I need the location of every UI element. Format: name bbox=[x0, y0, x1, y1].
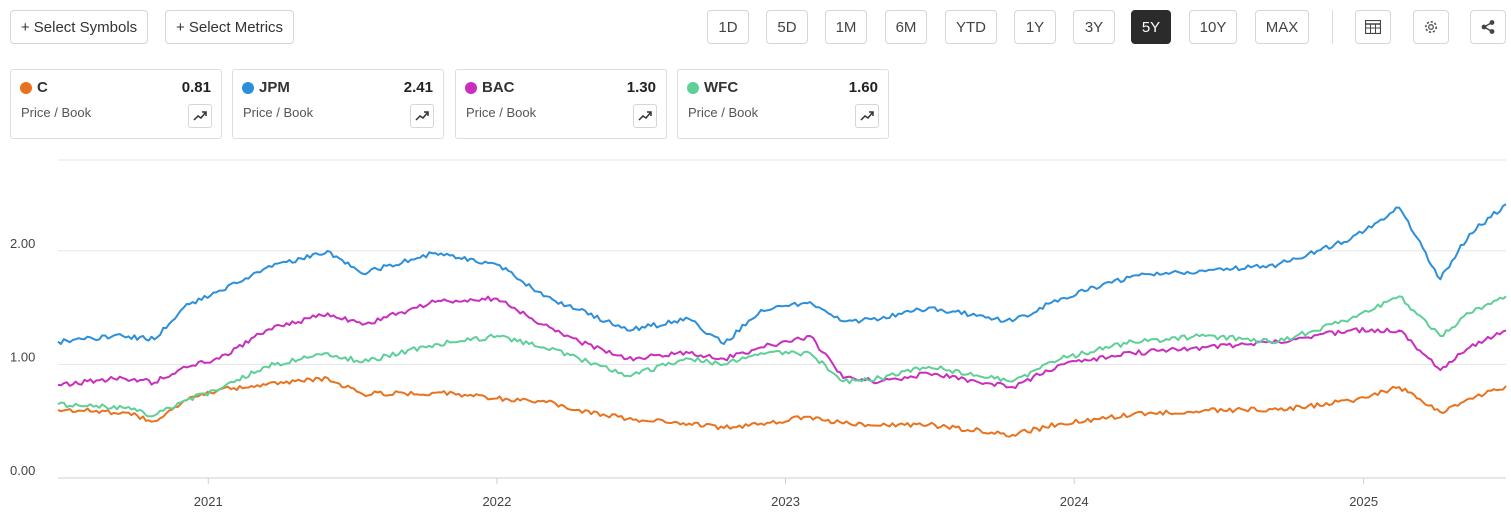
x-tick-label: 2024 bbox=[1060, 494, 1089, 509]
legend-dot-bac bbox=[465, 82, 477, 94]
x-tick-label: 2023 bbox=[771, 494, 800, 509]
price-to-book-chart[interactable]: 0.00 1.00 2.00 2021 2022 2023 2024 2025 bbox=[0, 150, 1511, 512]
symbol-card-c[interactable]: C 0.81 Price / Book bbox=[10, 69, 222, 139]
legend-dot-c bbox=[20, 82, 32, 94]
settings-button[interactable] bbox=[1413, 10, 1449, 44]
toolbar-divider bbox=[1332, 10, 1333, 44]
card-symbol: JPM bbox=[259, 79, 290, 96]
y-tick-label: 0.00 bbox=[10, 463, 35, 478]
gear-icon bbox=[1425, 21, 1437, 33]
card-value: 1.60 bbox=[848, 79, 878, 96]
y-axis: 0.00 1.00 2.00 bbox=[10, 236, 35, 478]
x-tick-label: 2025 bbox=[1349, 494, 1378, 509]
select-metrics-button[interactable]: + Select Metrics bbox=[165, 10, 294, 44]
card-metric: Price / Book bbox=[243, 105, 314, 120]
x-tick-label: 2021 bbox=[194, 494, 223, 509]
legend-dot-jpm bbox=[242, 82, 254, 94]
trend-up-icon bbox=[638, 111, 652, 121]
card-value: 0.81 bbox=[181, 79, 211, 96]
card-symbol: BAC bbox=[482, 79, 515, 96]
range-button-1y[interactable]: 1Y bbox=[1014, 10, 1056, 44]
range-button-3y[interactable]: 3Y bbox=[1073, 10, 1115, 44]
chart-series[interactable] bbox=[57, 203, 1507, 438]
table-icon bbox=[1365, 20, 1381, 34]
share-button[interactable] bbox=[1470, 10, 1506, 44]
share-icon bbox=[1481, 20, 1495, 34]
trend-chart-button[interactable] bbox=[188, 104, 212, 128]
x-axis: 2021 2022 2023 2024 2025 bbox=[194, 478, 1378, 509]
card-symbol: C bbox=[37, 79, 48, 96]
range-button-10y[interactable]: 10Y bbox=[1189, 10, 1237, 44]
range-button-1d[interactable]: 1D bbox=[707, 10, 749, 44]
card-symbol: WFC bbox=[704, 79, 739, 96]
series-line-jpm[interactable] bbox=[57, 203, 1507, 345]
range-button-1m[interactable]: 1M bbox=[825, 10, 867, 44]
chart-grid bbox=[58, 159, 1506, 479]
symbol-card-wfc[interactable]: WFC 1.60 Price / Book bbox=[677, 69, 889, 139]
range-button-5d[interactable]: 5D bbox=[766, 10, 808, 44]
range-button-6m[interactable]: 6M bbox=[885, 10, 927, 44]
trend-up-icon bbox=[415, 111, 429, 121]
card-metric: Price / Book bbox=[21, 105, 92, 120]
table-view-button[interactable] bbox=[1355, 10, 1391, 44]
range-button-5y[interactable]: 5Y bbox=[1131, 10, 1171, 44]
range-button-max[interactable]: MAX bbox=[1255, 10, 1309, 44]
series-line-wfc[interactable] bbox=[57, 295, 1507, 418]
range-button-ytd[interactable]: YTD bbox=[945, 10, 997, 44]
series-line-c[interactable] bbox=[57, 376, 1507, 438]
symbol-card-jpm[interactable]: JPM 2.41 Price / Book bbox=[232, 69, 444, 139]
symbol-card-bac[interactable]: BAC 1.30 Price / Book bbox=[455, 69, 667, 139]
card-metric: Price / Book bbox=[688, 105, 759, 120]
card-metric: Price / Book bbox=[466, 105, 537, 120]
trend-up-icon bbox=[193, 111, 207, 121]
trend-chart-button[interactable] bbox=[633, 104, 657, 128]
select-symbols-button[interactable]: + Select Symbols bbox=[10, 10, 148, 44]
y-tick-label: 1.00 bbox=[10, 349, 35, 364]
card-value: 1.30 bbox=[626, 79, 656, 96]
legend-dot-wfc bbox=[687, 82, 699, 94]
series-line-bac[interactable] bbox=[57, 295, 1507, 389]
trend-chart-button[interactable] bbox=[855, 104, 879, 128]
card-value: 2.41 bbox=[403, 79, 433, 96]
trend-chart-button[interactable] bbox=[410, 104, 434, 128]
trend-up-icon bbox=[860, 111, 874, 121]
x-tick-label: 2022 bbox=[482, 494, 511, 509]
y-tick-label: 2.00 bbox=[10, 236, 35, 251]
